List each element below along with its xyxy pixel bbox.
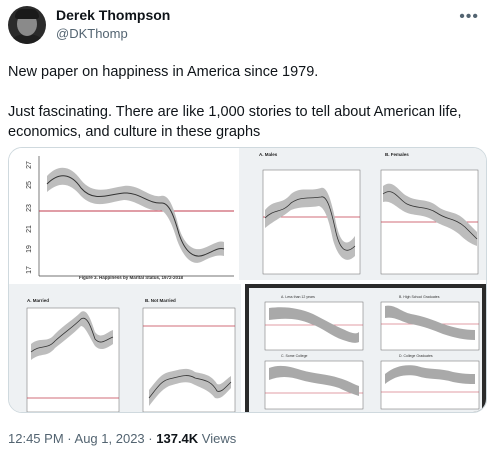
panel-married-not-married[interactable]: A. Married B. Not Married: [9, 284, 241, 412]
label-some-college: C. Some College: [281, 354, 308, 358]
figure-caption: Figure 3. Happiness by Marital Status, 1…: [79, 275, 184, 280]
panel-happiness-by-marital-status[interactable]: 27 25 23 21 19 17 Figure 3. Happiness by…: [9, 148, 237, 280]
tweet-text: New paper on happiness in America since …: [8, 62, 483, 142]
y-tick: 23: [26, 204, 33, 212]
panel-males-females[interactable]: A. Males B. Females: [239, 148, 486, 280]
media-graphs: 27 25 23 21 19 17 Figure 3. Happiness by…: [9, 148, 486, 412]
y-tick: 19: [26, 245, 33, 253]
tweet-date[interactable]: Aug 1, 2023: [74, 431, 145, 446]
avatar-hair: [15, 9, 39, 19]
views-count: 137.4K: [156, 431, 199, 446]
tweet-timestamp: 12:45 PM · Aug 1, 2023 · 137.4K Views: [8, 431, 236, 446]
views-label: Views: [201, 431, 237, 446]
label-males: A. Males: [259, 152, 278, 157]
label-not-married: B. Not Married: [145, 298, 176, 303]
author-name[interactable]: Derek Thompson: [56, 7, 171, 23]
label-high-school: B. High School Graduates: [399, 295, 440, 299]
separator: ·: [148, 431, 153, 446]
y-tick: 27: [26, 161, 33, 169]
author-handle[interactable]: @DKThomp: [56, 26, 128, 41]
y-tick: 21: [26, 225, 33, 233]
tweet-text-line1: New paper on happiness in America since …: [8, 64, 319, 80]
y-tick: 25: [26, 181, 33, 189]
label-college-grads: D. College Graduates: [399, 354, 433, 358]
separator: ·: [67, 431, 72, 446]
avatar-shoulders: [10, 34, 44, 44]
label-females: B. Females: [385, 152, 409, 157]
tweet-media[interactable]: 27 25 23 21 19 17 Figure 3. Happiness by…: [8, 147, 487, 413]
panel-education-levels[interactable]: A. Less than 12 years B. High School Gra…: [245, 284, 486, 412]
label-less-than-12: A. Less than 12 years: [281, 295, 315, 299]
tweet-time[interactable]: 12:45 PM: [8, 431, 64, 446]
label-married: A. Married: [27, 298, 49, 303]
tweet-text-line2: Just fascinating. There are like 1,000 s…: [8, 104, 462, 140]
author-avatar[interactable]: [8, 6, 46, 44]
more-icon[interactable]: •••: [459, 8, 479, 25]
y-tick: 17: [26, 266, 33, 274]
